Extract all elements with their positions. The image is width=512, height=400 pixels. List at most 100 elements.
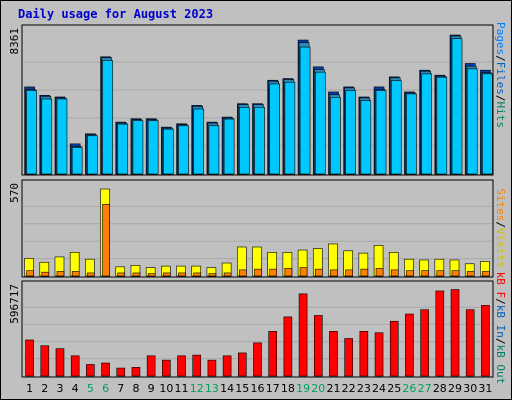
hits-bar (178, 125, 189, 175)
kbf-bar (238, 352, 247, 377)
page-title: Daily usage for August 2023 (18, 7, 214, 21)
hits-bar (390, 80, 402, 175)
sites-bar (360, 268, 369, 277)
x-tick-label: 22 (342, 382, 356, 395)
hits-bar (482, 73, 493, 175)
side-label-part: / (494, 298, 507, 305)
sites-bar (117, 272, 126, 277)
side-label-part: Sites (494, 188, 507, 221)
side-label-visits: Sites/Visits (494, 188, 507, 268)
kbf-bar (389, 320, 399, 377)
kbf-bar (465, 309, 475, 377)
x-tick-label: 14 (220, 382, 234, 395)
x-tick-label: 23 (357, 382, 371, 395)
sites-bar (132, 272, 141, 277)
hits-bar (56, 98, 68, 175)
sites-bar (254, 268, 262, 277)
x-tick-label: 8 (132, 382, 139, 395)
side-label-part: Files (494, 62, 507, 95)
x-tick-label: 20 (311, 382, 325, 395)
side-label-part: / (494, 338, 507, 345)
kbf-bar (40, 345, 50, 377)
x-tick-label: 25 (387, 382, 401, 395)
sites-bar (102, 203, 110, 277)
hits-bar (345, 90, 356, 175)
kbf-bar (435, 290, 445, 377)
kbf-bar (222, 355, 232, 377)
kbf-bar (25, 339, 34, 377)
kbf-bar (177, 355, 186, 377)
sites-bar (239, 269, 247, 277)
x-tick-label: 28 (433, 382, 447, 395)
side-label-part: kB In (494, 305, 507, 338)
side-label-part: kB Out (494, 345, 507, 385)
x-tick-label: 16 (251, 382, 265, 395)
x-tick-label: 12 (190, 382, 204, 395)
kbf-bar (268, 331, 277, 377)
kbf-bar (420, 309, 429, 377)
hits-bar (406, 93, 417, 175)
sites-bar (436, 270, 445, 277)
kbf-bar (405, 313, 414, 377)
hits-bar (421, 73, 432, 175)
x-tick-label: 10 (159, 382, 173, 395)
kbf-bar (283, 316, 293, 377)
kbf-bar (313, 315, 323, 377)
hits-bar (147, 120, 159, 175)
x-tick-label: 18 (281, 382, 295, 395)
hits-bar (466, 68, 478, 175)
hits-bar (436, 76, 448, 175)
hits-bar (223, 118, 235, 175)
sites-bar (451, 270, 460, 277)
sites-bar (208, 273, 217, 277)
sites-bar (26, 270, 34, 277)
side-label-part: / (494, 55, 507, 62)
sites-bar (375, 268, 384, 277)
y-max-label: 8361 (8, 28, 21, 55)
kbf-bar (146, 355, 156, 377)
hits-bar (239, 107, 250, 175)
x-tick-label: 2 (41, 382, 48, 395)
sites-bar (345, 269, 353, 277)
sites-bar (406, 270, 414, 277)
sites-bar (299, 267, 308, 277)
sites-bar (56, 271, 65, 277)
kbf-bar (192, 354, 202, 377)
side-label-kbytes: kB F/kB In/kB Out (494, 272, 507, 385)
kbf-bar (207, 359, 217, 377)
x-tick-label: 31 (478, 382, 492, 395)
side-label-hits: Pages/Files/Hits (494, 22, 507, 128)
sites-bar (390, 269, 399, 277)
x-tick-label: 29 (448, 382, 462, 395)
x-tick-label: 1 (26, 382, 33, 395)
sites-bar (330, 269, 338, 277)
sites-bar (147, 273, 156, 277)
sites-bar (223, 272, 232, 277)
hits-bar (71, 147, 83, 175)
side-label-part: Hits (494, 102, 507, 129)
hits-bar (360, 100, 372, 175)
hits-bar (208, 125, 220, 175)
sites-bar (284, 268, 293, 277)
hits-bar (284, 81, 296, 175)
x-tick-label: 15 (235, 382, 249, 395)
hits-bar (102, 60, 113, 175)
kbf-bar (55, 348, 65, 377)
sites-bar (87, 272, 95, 277)
kbf-bar (359, 331, 369, 377)
x-tick-label: 26 (402, 382, 416, 395)
sites-bar (193, 272, 202, 277)
sites-bar (314, 268, 323, 277)
side-label-part: kB F (494, 272, 507, 299)
kbf-bar (298, 293, 308, 377)
sites-bar (482, 271, 490, 277)
x-tick-label: 11 (175, 382, 189, 395)
kbf-bar (344, 338, 353, 377)
hits-bar (163, 128, 174, 175)
side-label-part: Visits (494, 228, 507, 268)
x-tick-label: 7 (117, 382, 124, 395)
y-max-label: 596717 (8, 284, 21, 324)
sites-bar (269, 268, 277, 277)
side-label-part: / (494, 221, 507, 228)
